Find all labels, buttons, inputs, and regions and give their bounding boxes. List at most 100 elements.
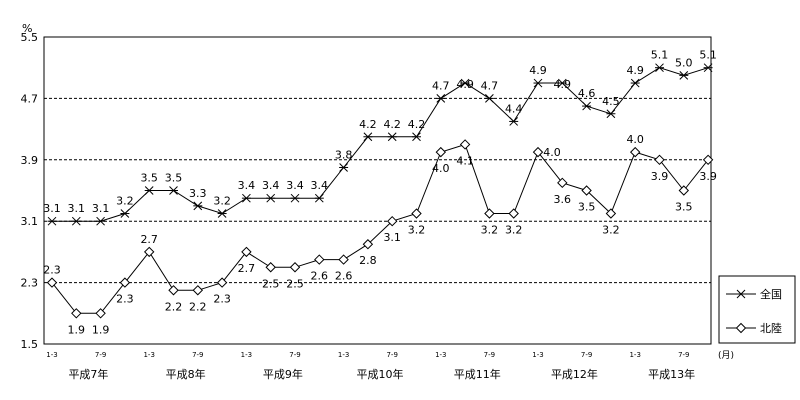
national-marker [582, 101, 592, 111]
national-marker [363, 132, 373, 142]
national-data-label: 3.2 [116, 195, 134, 208]
hokuriku-marker [508, 208, 519, 219]
hokuriku-marker [386, 215, 398, 227]
hokuriku-marker [435, 146, 447, 158]
national-data-label: 4.9 [554, 78, 572, 91]
hokuriku-marker [216, 277, 228, 288]
series-markers [46, 63, 714, 319]
x-quarter-label: 7-9 [678, 351, 689, 359]
x-quarter-label: 7-9 [484, 351, 495, 359]
national-data-label: 4.7 [432, 79, 450, 92]
hokuriku-data-label: 4.0 [543, 146, 561, 159]
national-data-label: 3.5 [140, 172, 158, 185]
legend-national-marker [736, 289, 746, 299]
national-marker [655, 63, 664, 73]
series-lines [51, 67, 709, 314]
national-data-label: 4.2 [383, 118, 401, 131]
hokuriku-data-label: 3.2 [505, 224, 523, 237]
national-marker [606, 109, 616, 119]
y-tick-label: 1.5 [21, 338, 39, 351]
hokuriku-data-label: 4.0 [626, 133, 644, 146]
national-marker [484, 94, 494, 103]
y-unit-label: % [22, 22, 32, 35]
national-data-label: 3.3 [189, 187, 207, 200]
hokuriku-data-label: 2.2 [189, 300, 207, 313]
legend-box [718, 275, 796, 344]
national-data-label: 3.5 [165, 172, 183, 185]
hokuriku-data-label: 2.3 [213, 293, 231, 306]
hokuriku-data-label: 2.2 [165, 300, 183, 313]
x-year-label: 平成7年 [68, 367, 108, 381]
hokuriku-data-label: 4.0 [432, 162, 450, 175]
hokuriku-marker [338, 254, 349, 265]
national-data-label: 3.4 [286, 179, 304, 192]
hokuriku-marker [702, 154, 714, 166]
legend-label: 北陸 [760, 322, 782, 335]
hokuriku-data-label: 2.8 [359, 254, 377, 267]
hokuriku-data-label: 2.7 [238, 262, 256, 275]
y-tick-label: 3.1 [21, 215, 39, 228]
hokuriku-marker [654, 154, 665, 166]
national-data-label: 3.4 [238, 179, 256, 192]
hokuriku-data-label: 3.2 [408, 224, 426, 237]
national-marker [96, 216, 106, 226]
x-year-label: 平成12年 [551, 367, 598, 381]
national-data-label: 4.9 [626, 64, 644, 77]
national-marker [144, 186, 154, 195]
hokuriku-marker [314, 254, 325, 265]
national-marker [679, 71, 689, 80]
national-marker [630, 78, 640, 88]
data-labels: 3.1 3.1 3.1 3.2 3.5 3.5 3.3 3.2 3.4 3.4 3.4 3.4 3.8 4… [43, 49, 717, 337]
hokuriku-marker [459, 139, 471, 150]
national-marker [557, 78, 567, 88]
x-quarter-label: 1-3 [46, 351, 57, 359]
national-data-label: 4.9 [529, 64, 547, 77]
national-data-label: 4.5 [602, 95, 620, 108]
hokuriku-marker [557, 177, 568, 189]
y-tick-label: 3.9 [21, 154, 39, 167]
hokuriku-data-label: 2.7 [140, 233, 158, 246]
national-data-label: 4.4 [505, 102, 523, 115]
x-quarter-label: 1-3 [435, 351, 446, 359]
month-unit-label: (月) [718, 350, 734, 361]
national-marker [339, 163, 349, 172]
x-axis: 1-3 7-9 平成7年 1-3 7-9 平成8年 1-3 7-9 平成9年 1-3 7-9 平成10… [46, 351, 695, 381]
plot-frame [43, 36, 712, 345]
x-year-label: 平成10年 [357, 367, 404, 381]
x-quarter-label: 1-3 [629, 351, 640, 359]
hokuriku-data-label: 2.3 [43, 264, 61, 277]
national-data-label: 5.0 [675, 56, 693, 69]
x-year-label: 平成8年 [166, 367, 206, 381]
national-marker [703, 63, 713, 73]
series-line-hokuriku [51, 143, 709, 314]
national-data-label: 4.2 [408, 118, 426, 131]
hokuriku-data-label: 2.5 [262, 277, 280, 290]
hokuriku-data-label: 3.2 [481, 224, 499, 237]
national-data-label: 3.1 [92, 202, 110, 215]
national-data-label: 3.4 [311, 179, 329, 192]
x-quarter-label: 7-9 [581, 351, 592, 359]
national-data-label: 3.1 [43, 202, 61, 215]
national-data-label: 5.1 [651, 49, 669, 62]
hokuriku-data-label: 1.9 [68, 323, 86, 336]
x-quarter-label: 1-3 [532, 351, 543, 359]
national-data-label: 4.9 [456, 78, 474, 91]
x-year-label: 平成13年 [648, 367, 695, 381]
series-line-national [52, 67, 709, 222]
x-quarter-label: 7-9 [386, 351, 397, 359]
y-tick-label: 4.7 [21, 92, 39, 105]
hokuriku-data-label: 3.6 [554, 193, 572, 206]
y-tick-label: 2.3 [21, 277, 39, 290]
hokuriku-data-label: 3.1 [383, 231, 401, 244]
hokuriku-data-label: 2.6 [311, 270, 329, 283]
hokuriku-data-label: 3.5 [578, 201, 596, 214]
hokuriku-data-label: 3.5 [675, 201, 693, 214]
national-marker [120, 209, 130, 218]
hokuriku-data-label: 3.9 [699, 170, 717, 183]
x-year-label: 平成11年 [454, 367, 501, 381]
national-marker [509, 117, 519, 126]
x-year-label: 平成9年 [263, 367, 303, 381]
x-quarter-label: 7-9 [289, 351, 300, 359]
hokuriku-marker [265, 262, 276, 273]
